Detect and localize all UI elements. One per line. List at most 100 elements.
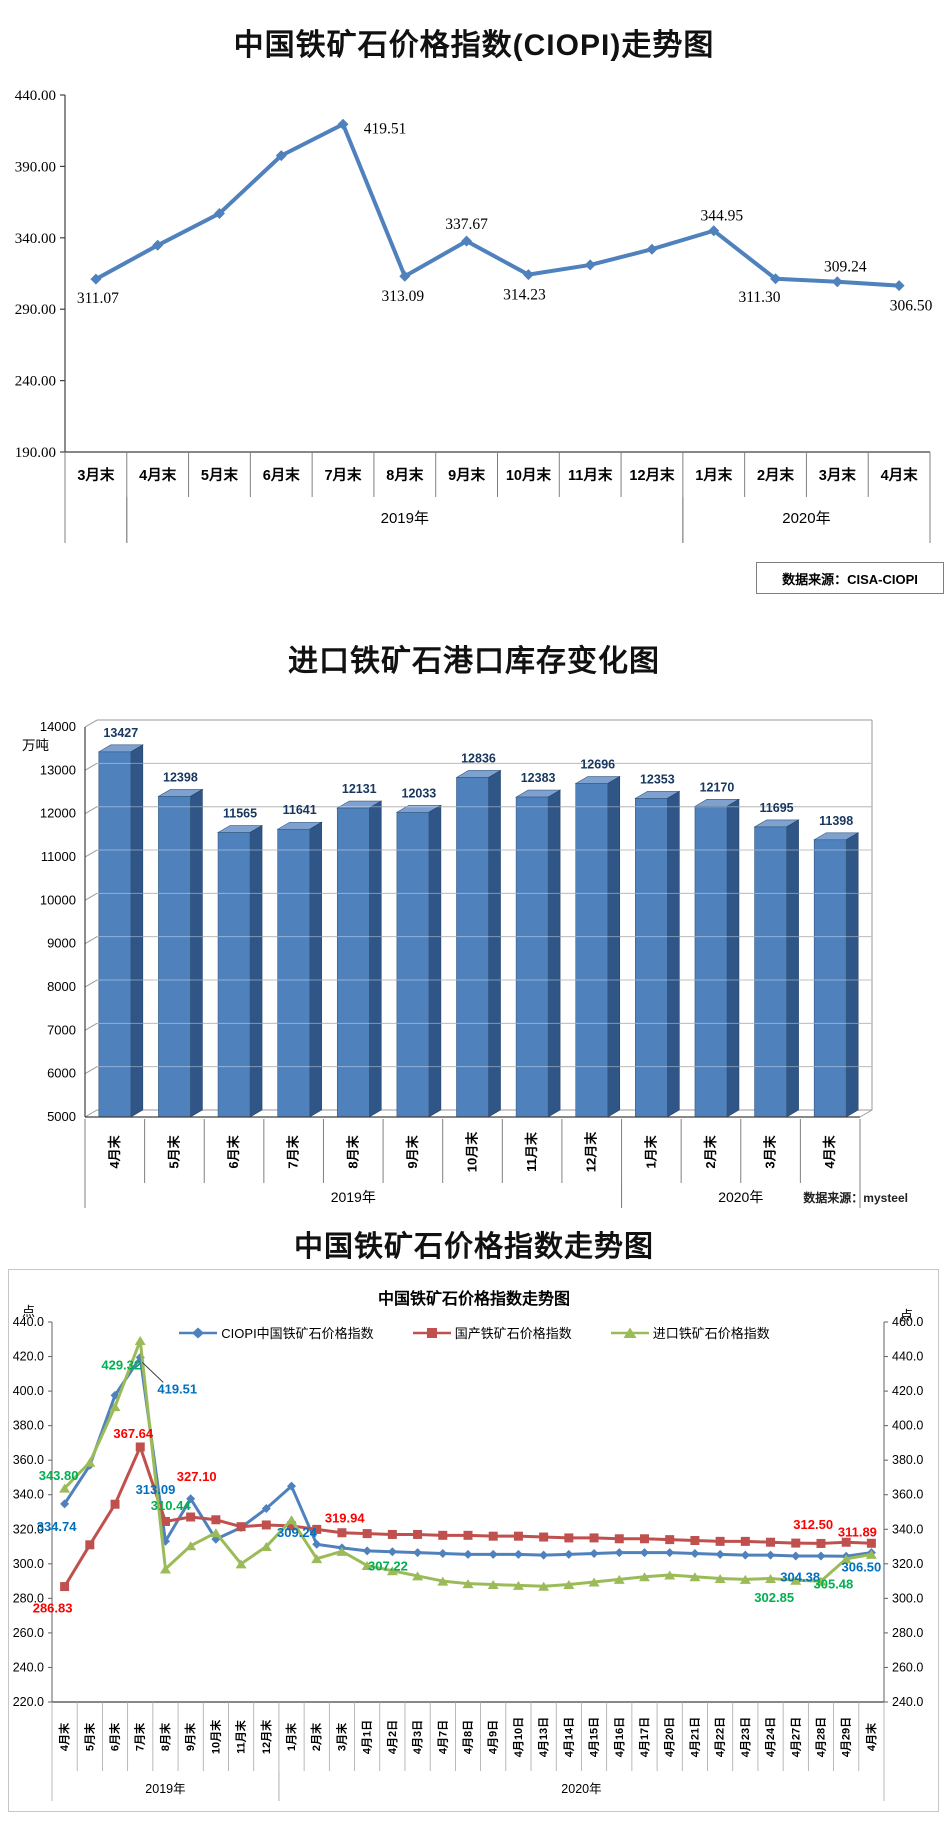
svg-text:11月末: 11月末	[568, 466, 613, 484]
svg-text:313.09: 313.09	[136, 1482, 176, 1497]
legend-item-domestic: 国产铁矿石价格指数	[412, 1323, 572, 1342]
svg-text:10000: 10000	[40, 892, 76, 907]
svg-text:2019年: 2019年	[145, 1782, 185, 1796]
svg-text:309.24: 309.24	[824, 259, 867, 276]
svg-text:12000: 12000	[40, 806, 76, 821]
svg-text:11565: 11565	[223, 807, 257, 821]
svg-text:5月末: 5月末	[82, 1722, 96, 1751]
svg-text:306.50: 306.50	[842, 1560, 882, 1575]
legend-label-ciopi: CIOPI中国铁矿石价格指数	[221, 1326, 374, 1341]
svg-text:4月28日: 4月28日	[814, 1717, 827, 1757]
svg-text:313.09: 313.09	[382, 288, 425, 305]
svg-text:13427: 13427	[103, 726, 138, 740]
svg-text:314.23: 314.23	[503, 287, 546, 304]
svg-text:340.00: 340.00	[15, 231, 56, 247]
svg-text:4月3日: 4月3日	[411, 1720, 424, 1754]
svg-text:419.51: 419.51	[157, 1381, 197, 1396]
svg-text:429.32: 429.32	[101, 1357, 141, 1372]
svg-text:4月1日: 4月1日	[361, 1720, 374, 1754]
svg-text:3月末: 3月末	[763, 1134, 778, 1168]
svg-text:304.38: 304.38	[780, 1569, 820, 1584]
svg-text:11641: 11641	[283, 803, 317, 817]
svg-text:340.0: 340.0	[13, 1488, 44, 1502]
svg-text:9月末: 9月末	[183, 1722, 197, 1751]
svg-text:440.00: 440.00	[15, 88, 56, 104]
svg-text:311.89: 311.89	[838, 1524, 877, 1539]
svg-text:7月末: 7月末	[324, 466, 362, 484]
svg-text:337.67: 337.67	[445, 216, 488, 233]
ciopi-series-marker-icon	[179, 1327, 218, 1338]
svg-text:312.50: 312.50	[793, 1517, 833, 1532]
svg-text:300.0: 300.0	[892, 1591, 923, 1605]
legend-label-imported: 进口铁矿石价格指数	[652, 1326, 770, 1341]
svg-text:420.0: 420.0	[13, 1350, 44, 1364]
svg-text:290.00: 290.00	[15, 302, 56, 318]
svg-text:7月末: 7月末	[286, 1134, 301, 1168]
svg-text:12月末: 12月末	[584, 1131, 599, 1172]
svg-text:320.0: 320.0	[13, 1522, 44, 1536]
svg-text:7月末: 7月末	[133, 1722, 147, 1751]
svg-text:2020年: 2020年	[561, 1782, 601, 1796]
domestic-series-marker-icon	[412, 1327, 451, 1338]
svg-text:260.0: 260.0	[13, 1626, 44, 1640]
svg-text:306.50: 306.50	[890, 298, 933, 315]
svg-text:440.0: 440.0	[892, 1350, 923, 1364]
svg-text:9000: 9000	[47, 936, 76, 951]
svg-text:343.80: 343.80	[39, 1468, 79, 1483]
svg-text:310.44: 310.44	[151, 1498, 192, 1513]
svg-text:8月末: 8月末	[158, 1722, 172, 1751]
svg-text:6月末: 6月末	[226, 1134, 241, 1168]
chart3-plot: 440.0 460.0 420.0 440.0 400.0 420.0 380.0 400.0…	[13, 1315, 923, 1801]
svg-text:390.00: 390.00	[15, 159, 56, 175]
legend-item-ciopi: CIOPI中国铁矿石价格指数	[178, 1323, 374, 1342]
svg-text:12836: 12836	[461, 751, 496, 765]
svg-text:3月末: 3月末	[77, 466, 115, 484]
svg-text:4月末: 4月末	[57, 1722, 71, 1751]
svg-text:4月17日: 4月17日	[638, 1717, 651, 1757]
svg-text:3月末: 3月末	[819, 466, 857, 484]
svg-text:1月末: 1月末	[284, 1722, 298, 1751]
svg-text:360.0: 360.0	[13, 1453, 44, 1467]
svg-text:240.0: 240.0	[892, 1695, 923, 1709]
svg-text:4月2日: 4月2日	[386, 1720, 399, 1754]
svg-text:400.0: 400.0	[892, 1419, 923, 1433]
svg-text:190.00: 190.00	[15, 445, 56, 461]
svg-text:8000: 8000	[47, 979, 76, 994]
svg-text:4月24日: 4月24日	[764, 1717, 777, 1757]
svg-text:380.0: 380.0	[892, 1453, 923, 1467]
svg-text:14000: 14000	[40, 719, 76, 734]
svg-text:1月末: 1月末	[695, 466, 733, 484]
svg-text:4月末: 4月末	[139, 466, 177, 484]
svg-text:344.95: 344.95	[700, 208, 743, 225]
svg-text:327.10: 327.10	[177, 1469, 217, 1484]
chart-ciopi-trend: 中国铁矿石价格指数(CIOPI)走势图 440.00 390.00 340.00 29…	[0, 0, 948, 610]
svg-text:340.0: 340.0	[892, 1522, 923, 1536]
svg-text:4月29日: 4月29日	[840, 1717, 853, 1757]
svg-text:4月20日: 4月20日	[663, 1717, 676, 1757]
svg-text:280.0: 280.0	[13, 1591, 44, 1605]
svg-text:12170: 12170	[700, 780, 735, 794]
chart1-title: 中国铁矿石价格指数(CIOPI)走势图	[233, 29, 715, 62]
chart3-unit-right: 点	[900, 1308, 914, 1323]
svg-text:4月9日: 4月9日	[487, 1720, 500, 1754]
svg-text:302.85: 302.85	[754, 1590, 794, 1605]
svg-text:12131: 12131	[342, 782, 377, 796]
chart-port-inventory: 进口铁矿石港口库存变化图 13427 12398 11565 11641 12131 12…	[0, 610, 948, 1215]
svg-text:420.0: 420.0	[892, 1384, 923, 1398]
svg-text:5月末: 5月末	[201, 466, 239, 484]
svg-text:6000: 6000	[47, 1066, 76, 1081]
svg-text:9月末: 9月末	[405, 1134, 420, 1168]
svg-text:240.00: 240.00	[15, 374, 56, 390]
chart2-plot: 13427 12398 11565 11641 12131 12033 12836 12383…	[22, 719, 908, 1208]
svg-text:4月8日: 4月8日	[462, 1720, 475, 1754]
svg-text:2019年: 2019年	[381, 510, 429, 527]
svg-text:419.51: 419.51	[364, 120, 407, 137]
svg-text:5月末: 5月末	[166, 1134, 181, 1168]
svg-text:4月末: 4月末	[822, 1134, 837, 1168]
svg-text:286.83: 286.83	[33, 1601, 73, 1616]
svg-text:数据来源：mysteel: 数据来源：mysteel	[803, 1190, 908, 1205]
svg-text:10月末: 10月末	[208, 1719, 222, 1754]
svg-text:307.22: 307.22	[368, 1558, 408, 1573]
chart3-unit-left: 点	[22, 1304, 36, 1319]
svg-text:2020年: 2020年	[718, 1189, 763, 1205]
